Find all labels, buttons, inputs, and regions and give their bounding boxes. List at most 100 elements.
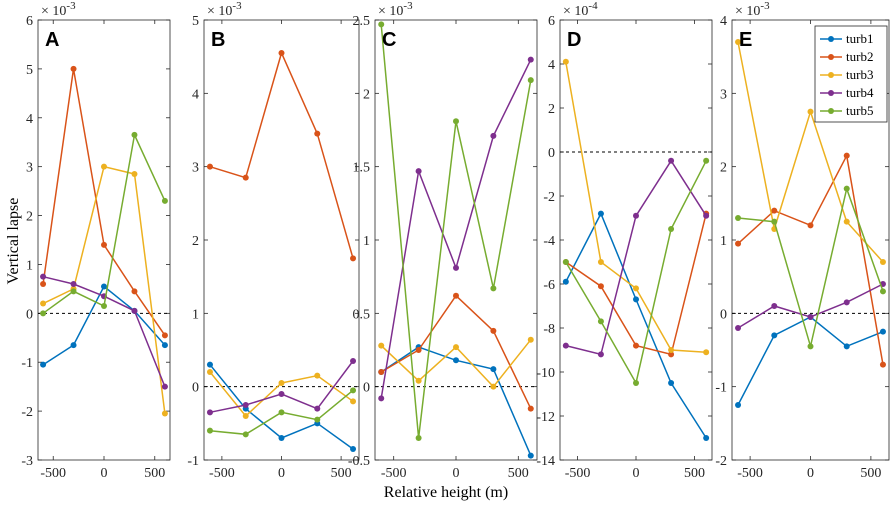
panel-b-series-turb2 xyxy=(206,50,357,262)
panel-d-point-turb1 xyxy=(668,380,675,386)
panel-a-point-turb5 xyxy=(101,303,107,309)
panel-a-ytick-label: 5 xyxy=(26,63,33,78)
panel-c: -0.5 0 0.5 1 1.5 2 2.5 -500 0 500 × 10-3 C xyxy=(348,0,538,481)
panel-b-ytick-label: 0 xyxy=(192,381,199,396)
panel-e: -2 -1 0 1 2 3 4 -500 0 500 × 10-3 E xyxy=(715,0,890,481)
panel-c-ytick-label: 1.5 xyxy=(353,161,371,176)
panel-d-point-turb5 xyxy=(562,259,569,265)
panel-d-ytick-label: 0 xyxy=(548,146,555,161)
panel-d-series-turb1 xyxy=(562,210,710,441)
panel-d-point-turb4 xyxy=(597,351,604,358)
panel-d-point-turb4 xyxy=(703,212,710,219)
panel-b-point-turb2 xyxy=(206,163,213,170)
panel-e-series-turb5 xyxy=(735,185,886,350)
panel-c-xtick-label: -500 xyxy=(381,466,407,481)
legend-marker-turb1 xyxy=(828,36,834,42)
legend: turb1 turb2 turb3 turb4 turb5 xyxy=(814,25,888,123)
panel-d-point-turb5 xyxy=(668,226,675,232)
panel-a-point-turb4 xyxy=(161,383,168,390)
panel-e-ytick-label: 3 xyxy=(720,87,727,102)
panel-e-point-turb3 xyxy=(807,108,814,115)
panel-b-point-turb2 xyxy=(278,50,285,56)
panel-a-point-turb4 xyxy=(40,273,47,280)
panel-d-ytick-label: -12 xyxy=(536,410,555,425)
panel-a-point-turb2 xyxy=(161,332,168,339)
panel-a-series-turb5 xyxy=(40,131,168,317)
panel-c-point-turb5 xyxy=(527,77,534,84)
panel-b-line-turb2 xyxy=(209,50,354,259)
panel-c-label: C xyxy=(382,29,396,51)
panel-a-xtick-label: -500 xyxy=(40,466,66,481)
panel-c-series-turb5 xyxy=(378,21,534,441)
panel-d-line-turb1 xyxy=(565,211,707,439)
panel-a-ytick-label: 0 xyxy=(26,307,33,322)
panel-b-point-turb1 xyxy=(278,435,285,441)
panel-e-point-turb2 xyxy=(807,222,814,229)
panel-e-series-turb4 xyxy=(735,281,886,331)
panel-a-line-turb4 xyxy=(42,275,166,387)
panel-e-point-turb5 xyxy=(879,288,886,295)
panel-a-ytick-label: -3 xyxy=(21,454,33,469)
panel-d-point-turb2 xyxy=(597,283,604,290)
panel-a-ytick-label: 4 xyxy=(26,112,33,127)
panel-c-point-turb3 xyxy=(527,336,534,343)
panel-d-ytick-label: -2 xyxy=(543,190,555,205)
panel-a-frame xyxy=(37,19,171,461)
panel-c-series-turb2 xyxy=(378,292,534,412)
legend-marker-turb4 xyxy=(828,90,834,96)
panel-b-xtick-label: 500 xyxy=(331,466,352,481)
panel-c-point-turb2 xyxy=(378,369,385,375)
panel-b-point-turb3 xyxy=(278,380,285,386)
panel-a-ytick-label: 6 xyxy=(26,14,33,29)
panel-c-point-turb4 xyxy=(453,264,459,271)
panel-e-point-turb3 xyxy=(879,259,886,265)
panel-a-point-turb5 xyxy=(40,310,47,317)
panel-c-exponent: × 10-3 xyxy=(378,0,413,19)
panel-c-series-turb1 xyxy=(378,344,534,459)
panel-b-point-turb1 xyxy=(206,361,213,368)
legend-label-turb1: turb1 xyxy=(846,31,873,46)
panel-e-point-turb4 xyxy=(735,325,742,331)
panel-c-ytick-label: -0.5 xyxy=(348,454,370,469)
panel-a-ytick-label: -2 xyxy=(21,405,33,420)
panel-a-series-turb3 xyxy=(40,163,168,417)
panel-c-ytick-label: 2 xyxy=(363,87,370,102)
panel-c-point-turb5 xyxy=(415,435,422,441)
panel-b-point-turb2 xyxy=(314,130,321,137)
panel-e-point-turb1 xyxy=(879,328,886,335)
panel-d-ytick-label: 6 xyxy=(548,14,555,29)
panel-b-point-turb4 xyxy=(314,405,321,412)
panel-c-frame xyxy=(374,19,538,461)
y-axis-label: Vertical lapse xyxy=(5,198,22,285)
panel-a-xtick-label: 0 xyxy=(101,466,108,481)
panel-a-ytick-label: 3 xyxy=(26,161,33,176)
panel-e-line-turb2 xyxy=(737,153,884,365)
panel-e-ytick-label: 4 xyxy=(720,14,727,29)
panel-a-ytick-label: -1 xyxy=(21,356,33,371)
panel-e-point-turb4 xyxy=(807,314,814,320)
panel-d-series-turb2 xyxy=(562,210,710,358)
panel-c-point-turb3 xyxy=(415,377,422,384)
panel-c-point-turb4 xyxy=(490,132,497,139)
panel-b-series-turb5 xyxy=(206,387,357,438)
panel-d-series-turb3 xyxy=(562,58,710,356)
legend-label-turb3: turb3 xyxy=(846,67,873,82)
panel-c-point-turb4 xyxy=(415,168,422,175)
panel-c-line-turb5 xyxy=(380,24,532,439)
panel-d-point-turb5 xyxy=(633,380,639,386)
panel-e-series-turb1 xyxy=(735,314,886,408)
panel-d-ytick-label: -4 xyxy=(543,234,555,249)
panel-e-ytick-label: -1 xyxy=(715,381,727,396)
panel-d-point-turb1 xyxy=(562,278,569,285)
panel-d-point-turb5 xyxy=(597,318,604,325)
panel-a-point-turb3 xyxy=(101,163,107,170)
panel-d-point-turb4 xyxy=(562,342,569,349)
panel-c-point-turb1 xyxy=(490,366,497,373)
panel-c-point-turb4 xyxy=(378,395,385,402)
panel-a-point-turb1 xyxy=(161,342,168,349)
panel-d-ytick-label: -10 xyxy=(536,366,555,381)
panel-a: -3 -2 -1 0 1 2 3 4 5 6 -500 0 500 × 10-3 A xyxy=(21,0,171,481)
panel-a-point-turb2 xyxy=(131,288,138,295)
panel-e-xtick-label: 0 xyxy=(807,466,814,481)
